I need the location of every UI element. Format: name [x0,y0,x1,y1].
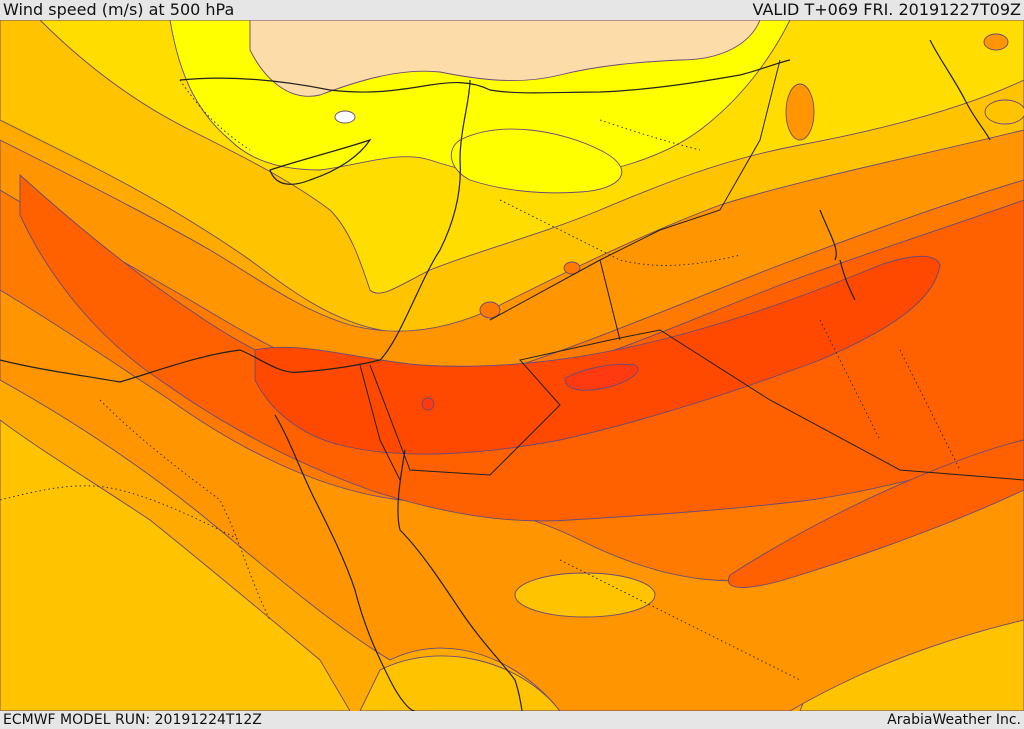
coastline-cyprus [269,138,372,185]
coastline-turkey [179,59,791,94]
map-header: Wind speed (m/s) at 500 hPa VALID T+069 … [0,0,1024,20]
patch-orange-ne [983,33,1009,51]
border-line-3 [599,259,621,341]
coastline-caspian [929,39,991,141]
band-red-core [564,363,639,391]
model-run-label: ECMWF MODEL RUN: 20191224T12Z [3,712,262,728]
admin-dotted-6 [179,79,701,151]
patch-amber-east [785,83,815,141]
admin-dotted-3 [499,199,741,266]
patch-orange-midnorth [479,301,501,319]
band-red-orange-east [728,439,1024,588]
patch-amber-ne [984,99,1024,125]
credit-label: ArabiaWeather Inc. [887,712,1021,728]
coastline-red-sea-west [274,414,416,711]
patch-red-small [421,397,435,411]
admin-dotted-2 [0,485,241,541]
map-footer: ECMWF MODEL RUN: 20191224T12Z ArabiaWeat… [0,711,1024,729]
coastline-red-sea-east [397,449,523,711]
band-amber-southwest [0,419,351,711]
coastline-mediterranean-south [0,79,471,383]
border-line-1 [369,329,1024,481]
coastline-gulf [819,209,856,301]
border-line-4 [359,364,401,481]
patch-yellow-central [450,128,623,194]
wind-speed-map [0,20,1024,711]
patch-orange-amber [563,261,581,275]
valid-time-label: VALID T+069 FRI. 20191227T09Z [752,0,1021,19]
border-line-2 [489,59,781,321]
admin-dotted-4 [559,559,801,681]
band-peach-north [249,20,761,97]
admin-dotted-5 [819,319,961,471]
map-title: Wind speed (m/s) at 500 hPa [3,0,235,19]
patch-amber-south-blob [514,572,656,618]
patch-white [334,110,356,124]
